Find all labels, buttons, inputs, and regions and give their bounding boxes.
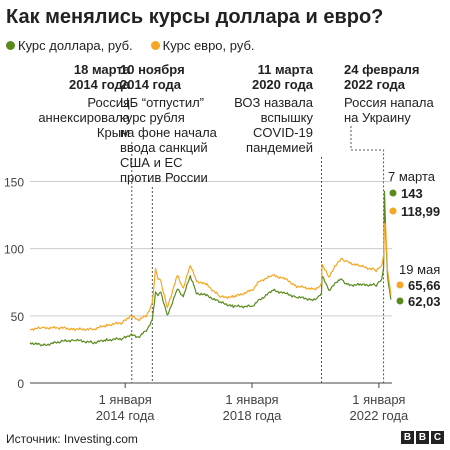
x-tick-label: 2022 года [350,408,410,423]
logo-letter: B [416,431,429,444]
callout-date: 19 мая [399,262,440,277]
annotation-date: 2014 года [69,77,131,92]
annotation-text: на Украину [344,110,411,125]
annotation-text: аннексировала [38,110,130,125]
callout-value-usd: 143 [401,186,423,201]
legend-item-usd: Курс доллара, руб. [6,38,133,53]
callout-marker [389,207,397,215]
annotation-text: ЦБ “отпустил” [120,95,204,110]
annotation-text: пандемией [246,140,313,155]
legend-label-eur: Курс евро, руб. [162,38,255,53]
series-line [29,190,392,347]
x-tick-label: 1 января [99,392,152,407]
annotation-text: ввода санкций [120,140,208,155]
annotation-text: ВОЗ назвала [234,95,314,110]
legend-dot-usd [6,41,15,50]
annotation-date: 24 февраля [344,62,420,77]
logo-letter: C [431,431,444,444]
x-tick-label: 1 января [352,392,405,407]
annotation-text: США и ЕС [120,155,183,170]
annotation-date: 2022 года [344,77,406,92]
annotation-text: COVID-19 [253,125,313,140]
annotation-date: 18 марта [74,62,131,77]
source-note: Источник: Investing.com [6,432,138,446]
legend-item-eur: Курс евро, руб. [150,38,255,53]
annotation-text: курс рубля [120,110,185,125]
callout-value-eur: 65,66 [408,278,441,293]
callout-marker [396,297,404,305]
x-tick-label: 2014 года [96,408,156,423]
annotation-text: на фоне начала [120,125,218,140]
callout-value-eur: 118,99 [401,204,440,219]
legend-dot-eur [150,41,160,50]
y-tick-label: 100 [4,243,24,257]
x-tick-label: 2018 года [223,408,283,423]
annotation-text: Россия напала [344,95,435,110]
callout-marker [396,281,404,289]
callout-marker [389,189,397,197]
bbc-logo: B B C [401,431,444,444]
annotation-text: против России [120,170,208,185]
annotation-date: 10 ноября [120,62,185,77]
annotation-date: 11 марта [258,62,314,77]
y-tick-label: 150 [4,175,24,189]
y-tick-label: 0 [17,377,24,391]
legend: Курс доллара, руб. Курс евро, руб. [6,38,255,53]
annotation-text: Крым [97,125,130,140]
callout-date: 7 марта [388,169,436,184]
annotation-line [350,126,385,383]
logo-letter: B [401,431,414,444]
chart-title: Как менялись курсы доллара и евро? [6,6,384,28]
y-tick-label: 50 [11,310,25,324]
callout-value-usd: 62,03 [408,294,441,309]
annotation-date: 2020 года [252,77,314,92]
annotation-text: вспышку [261,110,314,125]
series-line [29,222,392,332]
legend-label-usd: Курс доллара, руб. [18,38,133,53]
annotation-text: Россия [87,95,130,110]
x-tick-label: 1 января [225,392,278,407]
annotation-date: 2014 года [120,77,182,92]
